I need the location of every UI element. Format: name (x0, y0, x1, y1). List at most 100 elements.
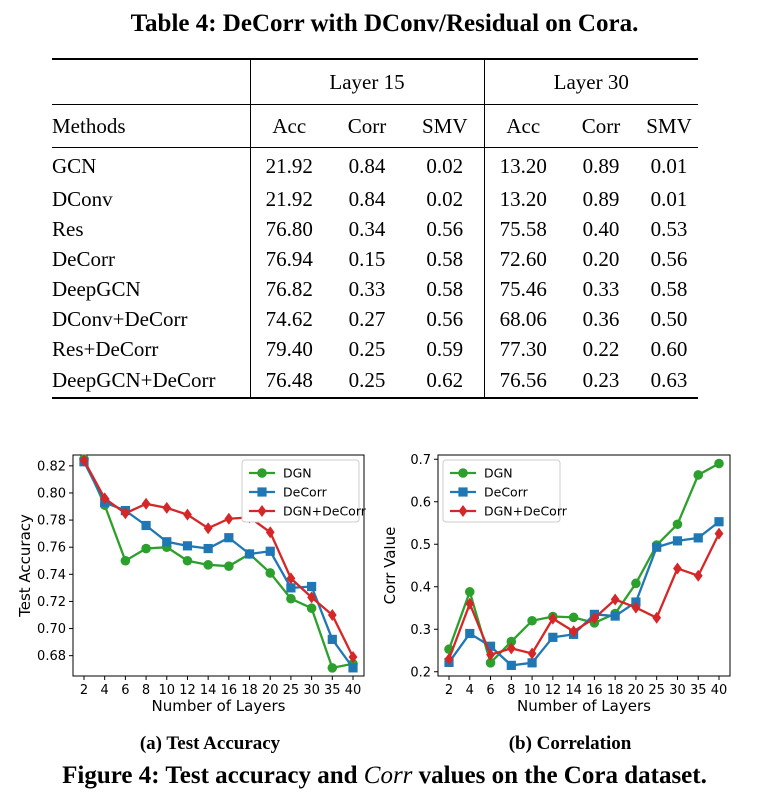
marker-circle (327, 663, 338, 673)
legend-box (442, 459, 561, 523)
plot-frame (72, 454, 365, 677)
value-cell: 0.63 (640, 364, 698, 399)
marker-diamond (548, 612, 558, 625)
x-tick-label: 16 (221, 683, 238, 698)
table-row: DConv+DeCorr 74.62 0.27 0.56 68.06 0.36 0.50 (52, 304, 698, 334)
group-header-layer30: Layer 30 (483, 58, 698, 105)
marker-circle (506, 636, 517, 647)
marker-circle (672, 519, 683, 530)
marker-square (527, 658, 537, 668)
y-tick-label: 0.7 (410, 453, 431, 468)
table-caption: Table 4: DeCorr with DConv/Residual on C… (130, 10, 639, 37)
marker-square (203, 543, 213, 554)
marker-diamond (327, 608, 337, 621)
marker-square (224, 533, 234, 543)
plot-frame (437, 454, 731, 677)
value-cell: 0.25 (328, 364, 406, 399)
x-tick-label: 35 (324, 683, 341, 698)
methods-header: Methods (52, 104, 250, 148)
method-name: Res+DeCorr (52, 336, 159, 361)
marker-diamond (257, 505, 267, 517)
marker-diamond (224, 512, 234, 525)
x-tick-label: 12 (179, 683, 196, 698)
x-tick-label: 2 (445, 683, 453, 698)
legend-label: DGN (283, 466, 312, 481)
marker-diamond (569, 625, 579, 638)
marker-circle (527, 615, 537, 626)
marker-diamond (183, 508, 192, 521)
value-cell: 0.22 (582, 336, 620, 361)
x-tick-label: 25 (283, 683, 300, 698)
marker-circle (485, 658, 496, 668)
marker-square (610, 611, 620, 621)
marker-diamond (79, 454, 89, 467)
x-tick-label: 40 (711, 683, 728, 698)
value-cell: 0.01 (650, 186, 688, 211)
marker-circle (182, 555, 193, 566)
value-cell: 13.20 (483, 184, 562, 214)
marker-square (652, 542, 662, 552)
y-tick-label: 0.74 (37, 568, 66, 583)
value-cell: 0.02 (426, 186, 464, 211)
value-cell: 0.62 (406, 364, 484, 399)
col-header-corr-30: Corr (562, 104, 640, 148)
subfigure-a-label: (a) Test Accuracy (139, 733, 281, 754)
value-cell: 76.80 (249, 214, 328, 244)
marker-circle (306, 603, 317, 614)
marker-circle (141, 543, 151, 554)
x-axis-label: Number of Layers (517, 697, 651, 715)
marker-square (693, 533, 703, 543)
value-cell: 0.89 (582, 186, 620, 211)
method-name: DeepGCN (52, 276, 141, 301)
x-tick-label: 12 (545, 683, 562, 698)
legend-label: DGN+DeCorr (283, 504, 367, 519)
marker-diamond (714, 527, 724, 540)
marker-square (465, 628, 475, 639)
marker-square (714, 517, 724, 527)
x-tick-label: 10 (524, 683, 541, 698)
value-cell: 0.84 (328, 147, 406, 184)
y-tick-label: 0.4 (410, 580, 431, 595)
x-tick-label: 8 (507, 683, 515, 698)
marker-circle (458, 468, 468, 478)
marker-circle (265, 568, 276, 578)
value-cell: 79.40 (249, 334, 328, 364)
group-header-layer15: Layer 15 (249, 58, 484, 105)
y-tick-label: 0.72 (37, 595, 66, 610)
marker-circle (693, 470, 704, 480)
value-cell: 76.82 (249, 274, 328, 304)
value-cell: 0.56 (426, 216, 464, 241)
legend-label: DGN (484, 466, 513, 481)
col-header-smv-15: SMV (406, 104, 484, 148)
value-cell: 74.62 (249, 304, 328, 334)
marker-square (141, 520, 151, 531)
x-tick-label: 30 (669, 683, 686, 698)
marker-square (485, 641, 496, 651)
marker-circle (286, 593, 296, 604)
marker-circle (631, 578, 641, 589)
marker-diamond (100, 492, 110, 505)
x-tick-label: 6 (486, 683, 494, 698)
subfigure-b-label: (b) Correlation (508, 733, 632, 754)
correlation-chart: 2 4 6 8 10 12 14 16 18 20 25 30 35 40 0.2 0.3 0.4 0.5 0.6 0… (384, 453, 731, 715)
col-header-acc-30: Acc (483, 104, 562, 148)
x-tick-label: 18 (241, 683, 258, 698)
value-cell: 21.92 (249, 147, 328, 184)
method-name: DConv (52, 186, 113, 211)
x-tick-label: 18 (607, 683, 624, 698)
method-name: GCN (52, 147, 250, 184)
table-body: GCN 21.92 0.84 0.02 13.20 0.89 0.01 DConv 21.92 0… (52, 147, 698, 399)
table-row: GCN 21.92 0.84 0.02 13.20 0.89 0.01 (52, 147, 698, 184)
marker-diamond (506, 642, 516, 655)
marker-diamond (203, 522, 213, 535)
marker-circle (568, 612, 579, 623)
value-cell: 0.58 (650, 276, 688, 301)
marker-diamond (162, 501, 172, 514)
x-tick-label: 6 (121, 683, 129, 698)
value-cell: 72.60 (483, 244, 562, 274)
marker-square (182, 541, 193, 551)
x-tick-label: 40 (345, 683, 362, 698)
value-cell: 0.56 (650, 246, 688, 271)
col-header-corr-15: Corr (328, 104, 406, 148)
value-cell: 0.33 (348, 276, 386, 301)
